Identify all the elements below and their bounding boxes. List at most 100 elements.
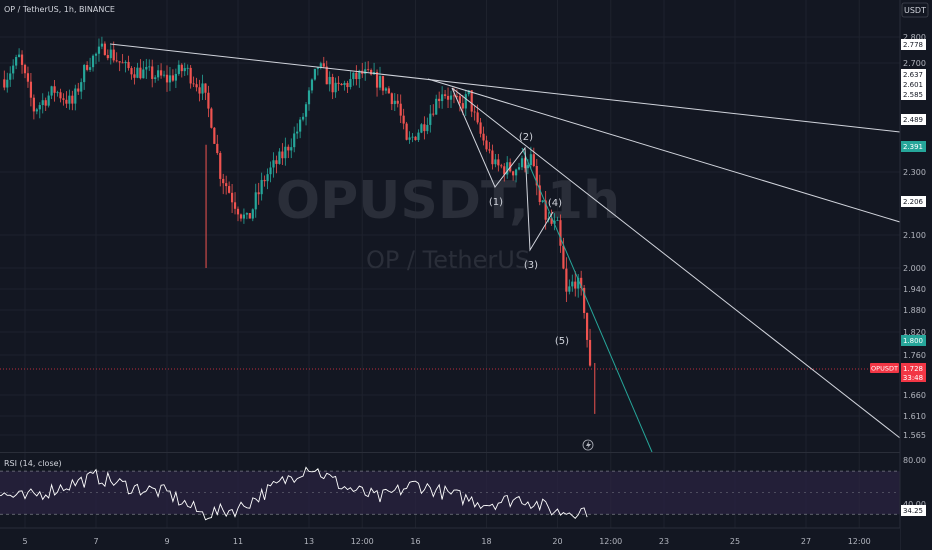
time-tick: 12:00 <box>599 537 622 546</box>
candle <box>304 102 308 126</box>
candle <box>254 183 257 218</box>
candle <box>313 68 317 81</box>
candle <box>230 183 234 214</box>
candle <box>71 90 74 111</box>
candle <box>269 161 272 183</box>
candle <box>189 65 192 89</box>
price-marker-2601: 2.601 <box>901 79 926 90</box>
svg-text:USDT: USDT <box>904 6 926 15</box>
svg-text:2.601: 2.601 <box>903 81 923 89</box>
candle <box>278 148 281 165</box>
candle <box>464 89 467 117</box>
trendline-2[interactable] <box>427 78 901 223</box>
candle <box>408 131 411 144</box>
price-tick: 1.820 <box>903 328 926 337</box>
candle <box>556 216 559 222</box>
candle <box>523 156 527 173</box>
trendlines[interactable] <box>109 43 901 453</box>
candle <box>364 61 367 81</box>
price-marker-2778: 2.778 <box>901 39 926 50</box>
watermark-pair: OP / TetherUS <box>366 246 530 274</box>
candle <box>239 213 243 222</box>
candle <box>435 94 438 115</box>
candle <box>86 61 89 72</box>
candle <box>91 54 95 72</box>
candle <box>541 200 544 204</box>
candle <box>482 126 485 146</box>
price-marker-2637: 2.637 <box>901 69 926 80</box>
symbol-header: OP / TetherUS, 1h, BINANCE <box>4 5 115 14</box>
svg-text:1.800: 1.800 <box>903 337 923 345</box>
price-tick: 1.760 <box>903 351 926 360</box>
price-axis-ticks: 2.800 2.700 2.300 2.100 2.000 1.940 1.880 1.820… <box>903 33 926 440</box>
elliott-wave-path[interactable] <box>451 87 554 252</box>
candle <box>168 67 172 92</box>
trendline-3[interactable] <box>451 87 901 439</box>
wave-label-5: (5) <box>555 336 569 347</box>
price-tick: 1.610 <box>903 412 926 421</box>
candle <box>588 328 592 367</box>
candle <box>9 66 12 87</box>
candle <box>577 274 580 298</box>
candle <box>402 108 405 130</box>
price-tick: 2.100 <box>903 231 926 240</box>
candle <box>358 69 361 88</box>
candle <box>337 76 340 91</box>
candle <box>38 102 41 119</box>
candle <box>331 73 334 100</box>
candle <box>41 93 44 114</box>
candle <box>405 121 408 141</box>
candle <box>583 284 586 319</box>
price-marker-2206: 2.206 <box>901 196 926 207</box>
time-axis[interactable] <box>0 528 900 550</box>
candle <box>245 212 248 220</box>
grid-lines <box>0 0 900 528</box>
candle <box>423 116 426 140</box>
candle <box>488 142 491 154</box>
candle <box>532 147 535 168</box>
candle <box>68 89 71 110</box>
candle <box>53 79 56 102</box>
channel-line[interactable] <box>521 147 653 453</box>
candle <box>44 97 47 111</box>
time-tick: 9 <box>164 537 169 546</box>
price-tick: 2.000 <box>903 264 926 273</box>
candle <box>180 63 183 78</box>
candle <box>118 61 121 72</box>
candle <box>316 67 319 76</box>
candle <box>80 78 83 100</box>
candle <box>438 91 441 109</box>
candle <box>553 213 556 231</box>
candle <box>15 54 18 70</box>
price-marker-2489: 2.489 <box>901 114 926 125</box>
candle <box>497 153 500 172</box>
candle <box>228 181 231 194</box>
lightning-icon[interactable] <box>582 439 594 451</box>
candle <box>387 86 390 94</box>
candle <box>310 78 314 94</box>
candle <box>319 61 322 70</box>
candle <box>100 36 104 50</box>
svg-text:2.489: 2.489 <box>903 116 923 124</box>
currency-button[interactable]: USDT <box>901 2 929 18</box>
candle <box>219 151 222 187</box>
candle <box>322 56 325 69</box>
wave-label-2: (2) <box>519 132 533 143</box>
candle <box>562 237 565 270</box>
candle <box>328 71 331 92</box>
candle <box>165 65 169 92</box>
last-price-symbol: OPUSDT <box>871 365 898 373</box>
candle <box>204 83 207 101</box>
candle <box>381 75 385 96</box>
candle <box>281 143 284 165</box>
candle <box>473 105 476 121</box>
time-tick: 12:00 <box>351 537 374 546</box>
trendline-1[interactable] <box>109 43 901 133</box>
candle <box>494 153 497 168</box>
candle <box>83 63 86 90</box>
candle <box>136 62 139 79</box>
candle <box>343 80 346 91</box>
candle <box>393 93 396 112</box>
